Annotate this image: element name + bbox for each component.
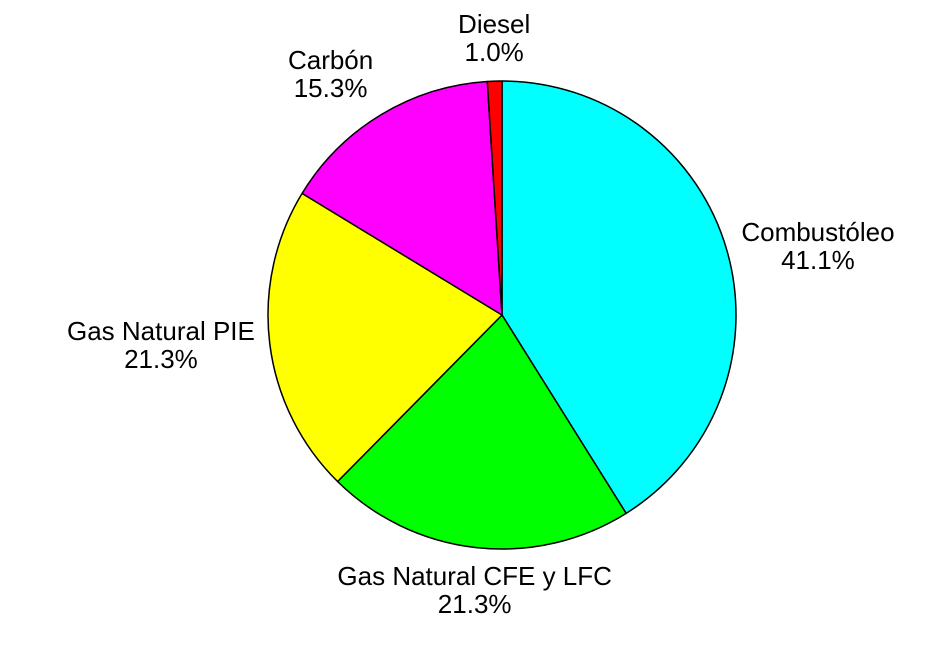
slice-label: Gas Natural PIE 21.3% xyxy=(67,317,255,373)
pie-slice xyxy=(501,80,737,515)
pie-slice xyxy=(486,80,503,316)
category-label: Gas Natural PIE xyxy=(67,316,255,347)
category-label: Combustóleo xyxy=(741,217,895,248)
value-label: 21.3% xyxy=(437,589,512,620)
category-label: Diesel xyxy=(458,9,531,40)
slice-label: Diesel 1.0% xyxy=(458,10,530,66)
value-label: 1.0% xyxy=(464,37,524,68)
value-label: 15.3% xyxy=(293,72,368,103)
pie-slice xyxy=(301,80,503,316)
pie-slice xyxy=(336,314,627,550)
value-label: 41.1% xyxy=(781,245,855,276)
category-label: Carbón xyxy=(287,44,374,75)
slice-label: Carbón 15.3% xyxy=(288,46,373,102)
value-label: 21.3% xyxy=(124,344,198,375)
slice-label: Combustóleo 41.1% xyxy=(741,218,894,274)
category-label: Gas Natural CFE y LFC xyxy=(337,561,612,592)
pie-slice xyxy=(267,192,503,483)
slice-label: Gas Natural CFE y LFC 21.3% xyxy=(337,562,612,618)
